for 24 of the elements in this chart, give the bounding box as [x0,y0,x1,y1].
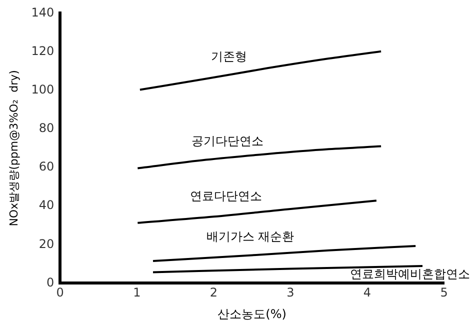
series-label: 기존형 [211,50,248,64]
y-tick-label: 140 [31,5,54,20]
series-label: 연료희박예비혼합연소 [350,267,470,282]
y-tick-label: 20 [38,236,54,251]
series-label: 공기다단연소 [192,134,264,148]
x-tick-label: 2 [210,286,218,300]
x-tick-label: 1 [133,286,141,300]
line-series [136,145,382,170]
line-series [138,50,382,91]
y-axis-title: NOx발생량(ppm@3%O₂ dry) [7,70,20,226]
y-tick-label: 60 [38,160,54,174]
y-tick-label: 80 [38,121,54,136]
y-tick-label: 40 [38,198,54,212]
line-series [152,244,417,262]
x-tick-label: 0 [56,286,64,300]
y-tick-label: 0 [46,275,54,290]
series-label: 배기가스 재순환 [206,230,294,244]
y-tick-label: 100 [31,82,54,96]
series-label: 연료다단연소 [190,188,262,203]
x-tick-label: 3 [286,286,294,300]
x-tick-label: 4 [363,286,372,300]
x-tick-label: 5 [440,286,448,300]
x-axis-title: 산소농도(%) [218,306,286,321]
y-tick-label: 120 [31,44,54,58]
